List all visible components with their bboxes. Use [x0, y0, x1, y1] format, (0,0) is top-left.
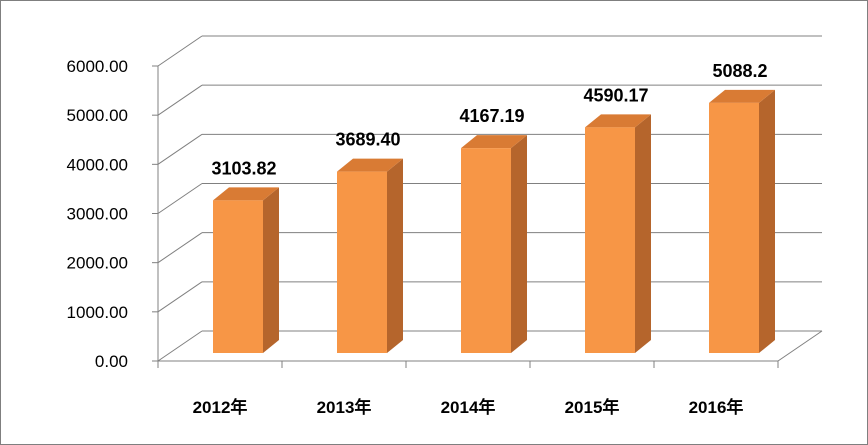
y-tick-label: 4000.00: [67, 155, 128, 174]
x-tick-label: 2012年: [193, 397, 248, 417]
bars: [213, 89, 775, 353]
bar-side: [511, 135, 527, 353]
bar-front: [213, 200, 263, 353]
x-tick-label: 2013年: [317, 397, 372, 417]
bar-side: [635, 114, 651, 353]
bar-side: [263, 187, 279, 353]
bar: [461, 135, 527, 353]
gridline: [157, 84, 822, 116]
bar-top: [461, 135, 527, 149]
bar-side: [759, 89, 775, 353]
data-label: 3103.82: [211, 158, 276, 178]
x-tick-label: 2015年: [565, 397, 620, 417]
bar: [585, 114, 651, 353]
bar-front: [461, 148, 511, 353]
y-tick-label: 0.00: [95, 352, 128, 371]
data-label: 4590.17: [583, 85, 648, 105]
gridline: [157, 35, 822, 67]
x-tick-label: 2016年: [689, 397, 744, 417]
data-label: 3689.40: [335, 130, 400, 150]
floor-right-edge: [777, 330, 823, 362]
bar-top: [213, 187, 279, 201]
y-tick-label: 1000.00: [67, 303, 128, 322]
bar-side: [387, 158, 403, 353]
bar: [337, 158, 403, 353]
bar-front: [709, 102, 759, 353]
bar: [709, 89, 775, 353]
y-tick-label: 6000.00: [67, 57, 128, 76]
data-labels: 3103.82 3689.40 4167.19 4590.17 5088.2: [211, 61, 767, 179]
data-label: 4167.19: [459, 106, 524, 126]
bar-front: [585, 127, 635, 353]
bar-top: [585, 114, 651, 128]
bar-top: [709, 89, 775, 103]
bar: [213, 187, 279, 353]
y-axis: 0.00 1000.00 2000.00 3000.00 4000.00 5000.00 6…: [67, 57, 159, 371]
data-label: 5088.2: [712, 61, 767, 81]
x-tick-label: 2014年: [441, 397, 496, 417]
bar-front: [337, 171, 387, 353]
y-tick-label: 3000.00: [67, 205, 128, 224]
y-tick-label: 5000.00: [67, 106, 128, 125]
bar-top: [337, 158, 403, 172]
y-tick-label: 2000.00: [67, 254, 128, 273]
x-axis: 2012年 2013年 2014年 2015年 2016年: [157, 330, 823, 417]
